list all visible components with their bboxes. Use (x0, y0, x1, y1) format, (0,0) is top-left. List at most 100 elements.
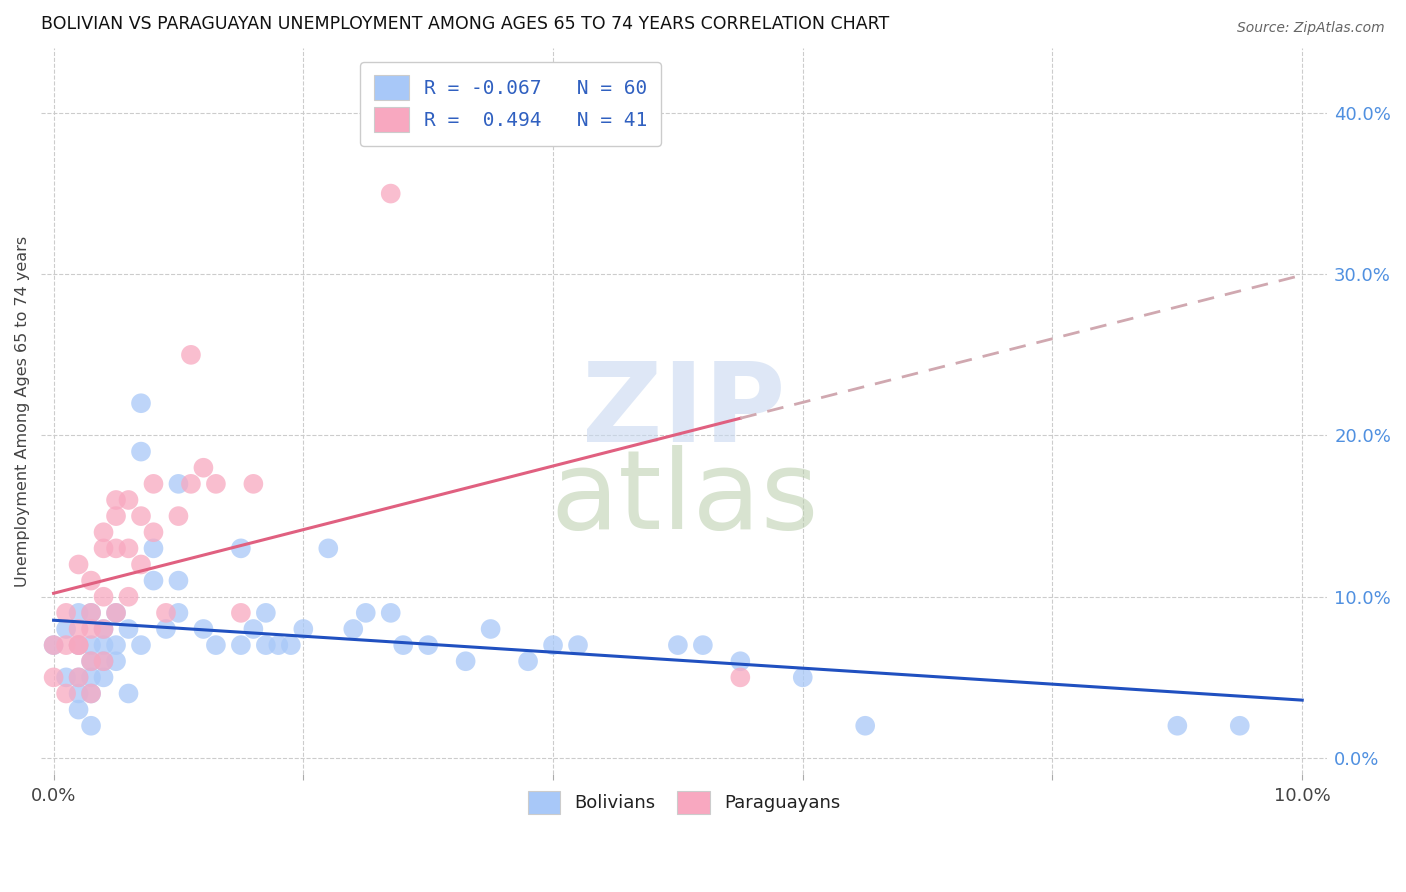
Point (93, 622, 115, 636)
Point (117, 590, 139, 604)
Text: Source: ZipAtlas.com: Source: ZipAtlas.com (1237, 21, 1385, 35)
Point (93, 590, 115, 604)
Point (42, 638, 65, 652)
Point (129, 638, 152, 652)
Point (1166, 719, 1188, 733)
Point (80, 654, 103, 668)
Point (67, 638, 90, 652)
Point (517, 654, 540, 668)
Point (67, 638, 90, 652)
Y-axis label: Unemployment Among Ages 65 to 74 years: Unemployment Among Ages 65 to 74 years (15, 235, 30, 587)
Point (167, 509, 190, 524)
Point (117, 493, 139, 508)
Point (80, 686, 103, 700)
Point (67, 622, 90, 636)
Point (117, 686, 139, 700)
Point (117, 541, 139, 556)
Point (792, 670, 814, 684)
Point (80, 574, 103, 588)
Point (129, 444, 152, 458)
Point (129, 396, 152, 410)
Point (267, 638, 290, 652)
Point (105, 638, 128, 652)
Point (42, 670, 65, 684)
Point (105, 541, 128, 556)
Point (55, 670, 77, 684)
Point (67, 606, 90, 620)
Point (55, 606, 77, 620)
Point (205, 638, 228, 652)
Point (93, 622, 115, 636)
Point (105, 654, 128, 668)
Point (93, 670, 115, 684)
Point (692, 638, 714, 652)
Point (67, 670, 90, 684)
Point (105, 606, 128, 620)
Point (80, 654, 103, 668)
Point (205, 476, 228, 491)
Point (193, 622, 215, 636)
Point (354, 606, 377, 620)
Point (142, 525, 165, 540)
Point (55, 686, 77, 700)
Point (167, 574, 190, 588)
Point (80, 670, 103, 684)
Point (80, 719, 103, 733)
Point (853, 719, 876, 733)
Point (67, 703, 90, 717)
Point (342, 622, 364, 636)
Text: ZIP: ZIP (582, 358, 786, 465)
Point (380, 606, 402, 620)
Point (93, 525, 115, 540)
Point (1229, 719, 1251, 733)
Point (80, 686, 103, 700)
Point (254, 606, 277, 620)
Point (105, 509, 128, 524)
Point (117, 622, 139, 636)
Point (229, 638, 252, 652)
Point (280, 638, 302, 652)
Point (380, 186, 402, 201)
Point (392, 638, 415, 652)
Point (67, 558, 90, 572)
Point (93, 541, 115, 556)
Point (80, 622, 103, 636)
Point (142, 541, 165, 556)
Point (567, 638, 589, 652)
Point (730, 654, 752, 668)
Point (193, 460, 215, 475)
Point (93, 638, 115, 652)
Point (93, 654, 115, 668)
Point (105, 493, 128, 508)
Point (254, 638, 277, 652)
Point (229, 606, 252, 620)
Point (67, 686, 90, 700)
Point (67, 670, 90, 684)
Point (292, 622, 315, 636)
Point (155, 606, 177, 620)
Point (242, 476, 264, 491)
Text: BOLIVIAN VS PARAGUAYAN UNEMPLOYMENT AMONG AGES 65 TO 74 YEARS CORRELATION CHART: BOLIVIAN VS PARAGUAYAN UNEMPLOYMENT AMON… (41, 15, 890, 33)
Legend: Bolivians, Paraguayans: Bolivians, Paraguayans (515, 779, 853, 827)
Point (80, 606, 103, 620)
Point (80, 638, 103, 652)
Point (180, 476, 202, 491)
Point (418, 638, 440, 652)
Text: atlas: atlas (550, 445, 818, 552)
Point (80, 606, 103, 620)
Point (666, 638, 689, 652)
Point (541, 638, 564, 652)
Point (167, 606, 190, 620)
Point (93, 654, 115, 668)
Point (55, 638, 77, 652)
Point (242, 622, 264, 636)
Point (142, 476, 165, 491)
Point (454, 654, 477, 668)
Point (479, 622, 502, 636)
Point (129, 509, 152, 524)
Point (316, 541, 339, 556)
Point (129, 558, 152, 572)
Point (142, 574, 165, 588)
Point (67, 638, 90, 652)
Point (55, 622, 77, 636)
